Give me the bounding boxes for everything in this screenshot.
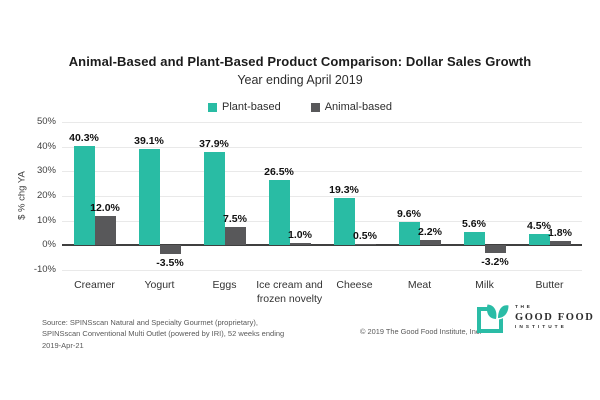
source-note: Source: SPINSscan Natural and Specialty …: [42, 318, 285, 350]
logo-line-the: THE: [515, 305, 533, 311]
value-label: 7.5%: [223, 212, 247, 225]
bar-animal-based: [419, 239, 441, 246]
value-label: 9.6%: [397, 207, 421, 220]
gridline: [62, 122, 582, 123]
chart-title: Animal-Based and Plant-Based Product Com…: [68, 54, 532, 69]
value-label: -3.2%: [481, 256, 509, 269]
bar-animal-based: [549, 240, 571, 246]
category-label: Cheese: [336, 279, 373, 291]
bar-plant-based: [398, 221, 420, 246]
value-label: 19.3%: [329, 183, 359, 196]
y-tick-label: -10%: [33, 264, 56, 275]
y-tick-label: 0%: [42, 239, 56, 251]
logo-line-institute: INSTITUTE: [515, 324, 567, 330]
bar-animal-based: [94, 215, 116, 246]
category-label: Butter: [535, 279, 564, 291]
logo-line-goodfood: GOOD FOOD: [515, 312, 595, 324]
category-label: Ice cream and frozen novelty: [256, 279, 323, 305]
y-tick-label: 10%: [36, 214, 56, 226]
legend-label-plant: Plant-based: [222, 101, 281, 113]
category-label: Creamer: [74, 279, 115, 291]
legend-item-animal-based: Animal-based: [310, 101, 392, 113]
y-tick-label: 50%: [36, 116, 56, 127]
value-label: 2.2%: [418, 225, 442, 238]
value-label: 37.9%: [199, 137, 229, 150]
category-label: Eggs: [212, 279, 237, 291]
gridline: [62, 270, 582, 271]
gfi-logo: THE GOOD FOOD INSTITUTE: [474, 300, 594, 336]
bar-plant-based: [528, 234, 550, 246]
legend-label-animal: Animal-based: [324, 101, 392, 113]
legend: Plant-based Animal-based: [0, 101, 600, 113]
bar-animal-based: [354, 244, 376, 246]
gridline: [62, 146, 582, 148]
value-label: 1.0%: [288, 228, 312, 241]
chart-subtitle: Year ending April 2019: [237, 73, 363, 87]
gfi-leaf-square-icon: [477, 300, 509, 333]
copyright-note: © 2019 The Good Food Institute, Inc.: [360, 327, 482, 336]
value-label: 12.0%: [90, 201, 120, 214]
value-label: 5.6%: [462, 217, 486, 230]
legend-swatch-animal-icon: [310, 102, 320, 112]
legend-swatch-plant-icon: [208, 102, 217, 112]
gridline: [62, 171, 582, 173]
gfi-logo-text: THE GOOD FOOD INSTITUTE: [515, 305, 594, 330]
value-label: 0.5%: [353, 230, 377, 243]
zero-axis-line: [62, 244, 582, 247]
bar-animal-based: [484, 245, 506, 254]
value-label: 1.8%: [548, 226, 572, 239]
gridline: [62, 196, 582, 197]
bar-plant-based: [73, 145, 95, 246]
category-label: Milk: [475, 279, 494, 291]
value-label: 4.5%: [527, 220, 551, 233]
bar-animal-based: [224, 226, 246, 246]
category-label: Meat: [407, 279, 432, 291]
bar-plant-based: [203, 151, 225, 246]
bar-plant-based: [138, 148, 160, 246]
gridline: [62, 220, 582, 222]
y-tick-label: 20%: [36, 190, 56, 201]
bar-animal-based: [289, 242, 311, 246]
value-label: 26.5%: [264, 166, 294, 178]
value-label: 39.1%: [134, 134, 164, 147]
value-label: -3.5%: [156, 257, 184, 269]
bar-animal-based: [159, 245, 181, 254]
y-tick-label: 40%: [36, 140, 56, 152]
plot-area: 40.3% 12.0% Creamer 39.1% -3.5% Yogurt 37.9% 7.…: [62, 122, 582, 305]
legend-item-plant-based: Plant-based: [208, 101, 281, 113]
y-tick-label: 30%: [36, 165, 56, 177]
bar-plant-based: [333, 197, 355, 246]
value-label: 40.3%: [69, 131, 99, 144]
bar-plant-based: [463, 231, 485, 246]
bar-plant-based: [268, 180, 290, 246]
category-label: Yogurt: [144, 279, 175, 291]
